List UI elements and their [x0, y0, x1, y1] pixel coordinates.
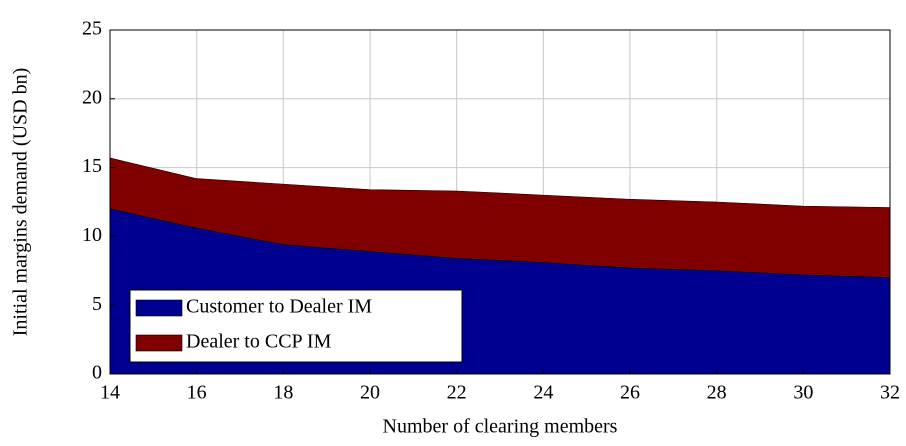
x-tick-label: 20	[360, 382, 380, 404]
x-axis-label: Number of clearing members	[383, 416, 618, 438]
x-tick-label: 22	[447, 382, 467, 404]
y-tick-label: 15	[82, 155, 102, 177]
y-tick-label: 10	[82, 224, 102, 246]
legend-swatch	[135, 299, 183, 317]
legend: Customer to Dealer IM Dealer to CCP IM	[129, 289, 463, 363]
legend-label: Customer to Dealer IM	[186, 296, 372, 318]
x-tick-label: 28	[707, 382, 727, 404]
legend-swatch	[135, 334, 183, 352]
x-tick-label: 30	[793, 382, 813, 404]
y-tick-label: 0	[92, 362, 102, 384]
y-tick-label: 5	[92, 293, 102, 315]
x-tick-label: 24	[533, 382, 553, 404]
legend-label: Dealer to CCP IM	[186, 331, 332, 353]
y-tick-label: 20	[82, 86, 102, 108]
x-tick-label: 16	[187, 382, 207, 404]
legend-box	[129, 289, 463, 363]
y-tick-label: 25	[82, 18, 102, 40]
x-tick-label: 18	[273, 382, 293, 404]
x-tick-label: 26	[620, 382, 640, 404]
plot-frame	[109, 29, 891, 375]
x-tick-label: 14	[100, 382, 120, 404]
x-tick-label: 32	[880, 382, 900, 404]
y-axis-label: Initial margins demand (USD bn)	[10, 68, 32, 336]
